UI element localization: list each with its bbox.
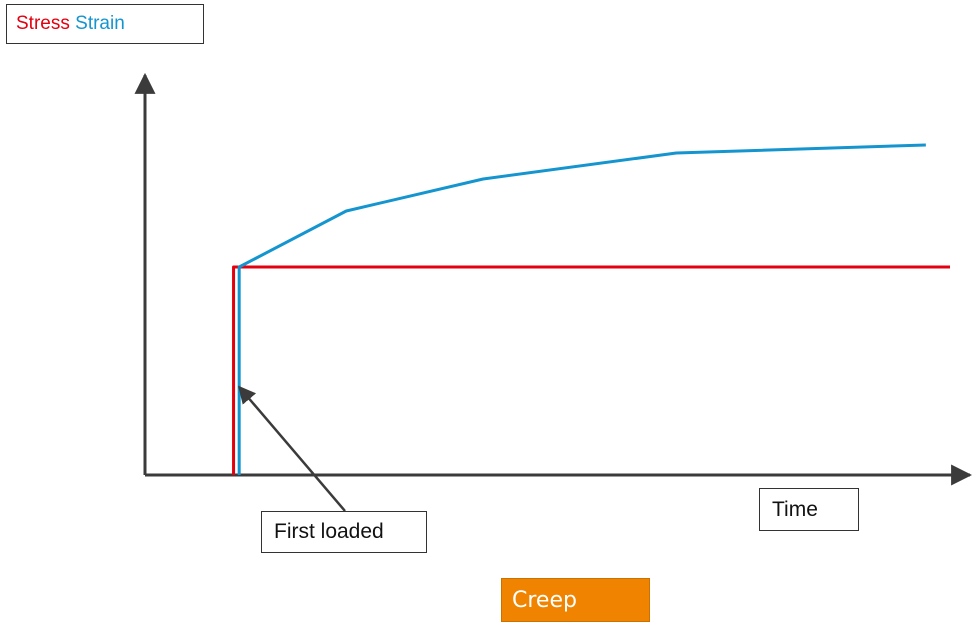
x-axis-label: Time — [759, 488, 859, 531]
first-loaded-label: First loaded — [261, 511, 427, 553]
series-layer — [232, 143, 950, 475]
series-line-strain — [237, 143, 926, 475]
creep-title-badge: Creep — [501, 578, 650, 622]
legend-stress-label: Stress — [16, 13, 70, 34]
legend-strain-label: Strain — [75, 13, 125, 34]
series-line-stress — [232, 265, 950, 475]
legend: Stress Strain — [6, 4, 204, 44]
first-loaded-arrow — [238, 385, 346, 512]
